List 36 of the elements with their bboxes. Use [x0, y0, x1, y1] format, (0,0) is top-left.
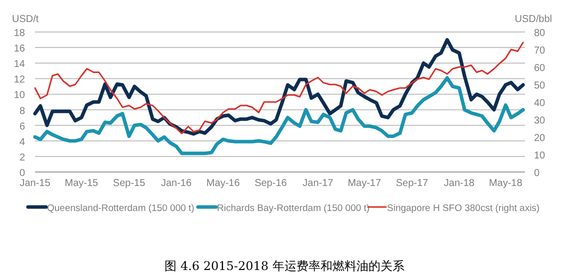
y-tick-label: 16	[14, 44, 26, 55]
y-tick-label: 8	[19, 106, 26, 117]
y2-axis-title: USD/bbl	[514, 14, 552, 25]
y2-tick-label: 20	[534, 133, 546, 144]
y2-tick-label: 50	[534, 80, 546, 92]
y2-tick-label: 30	[534, 116, 546, 126]
y-tick-label: 14	[14, 59, 26, 70]
y-tick-label: 12	[14, 74, 26, 86]
x-tick-label: Sep-16	[254, 178, 288, 189]
y2-tick-label: 10	[534, 150, 546, 162]
y-tick-label: 4	[19, 136, 26, 148]
legend-label: Richards Bay-Rotterdam (150 000 t)	[217, 203, 370, 214]
y2-tick-label: 40	[534, 98, 546, 109]
y-tick-label: 2	[19, 152, 26, 164]
y-tick-label: 6	[19, 121, 26, 132]
x-tick-label: Sep-17	[396, 178, 429, 189]
x-tick-label: Jan-18	[444, 178, 475, 189]
x-tick-label: Jan-15	[20, 178, 51, 189]
x-tick-label: May-15	[64, 178, 99, 189]
x-tick-label: May-16	[206, 178, 240, 189]
x-tick-label: Jan-17	[302, 178, 334, 189]
x-tick-label: Jan-16	[160, 178, 192, 189]
y2-tick-label: 0	[534, 168, 540, 179]
y2-tick-label: 70	[534, 46, 546, 56]
x-tick-label: May-17	[348, 178, 382, 189]
y2-tick-label: 80	[534, 28, 546, 39]
legend-label: Singapore H SFO 380cst (right axis)	[387, 203, 540, 214]
legend-label: Queensland-Rotterdam (150 000 t)	[47, 203, 194, 214]
y-tick-label: 10	[14, 90, 26, 102]
text: 图 4.6 2015-2018 年运费率和燃料油的关系	[164, 259, 404, 273]
y-axis-title: USD/t	[12, 14, 39, 25]
y2-tick-label: 60	[534, 63, 546, 74]
x-tick-label: Sep-15	[112, 178, 146, 189]
x-tick-label: May-18	[488, 178, 523, 189]
y-tick-label: 18	[14, 28, 26, 39]
y-tick-label: 0	[19, 168, 26, 179]
